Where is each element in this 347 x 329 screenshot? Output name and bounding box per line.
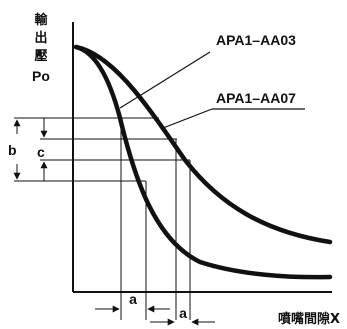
curve-apa1-aa07 (73, 44, 333, 280)
curve-label-apa1-aa07: APA1–AA07 (216, 90, 296, 106)
dimension-a1-label: a (129, 291, 137, 307)
y-axis-label-line-1: 輸 (34, 12, 48, 28)
leader-line-apa1-aa07-diag (162, 108, 213, 129)
leader-line-apa1-aa03 (119, 51, 211, 109)
y-axis-label-line-3: 壓 (34, 49, 47, 64)
y-axis-label-line-2: 出 (34, 30, 47, 46)
x-axis-label: 噴嘴間隙X (278, 311, 340, 327)
dimension-a2-label: a (179, 305, 187, 321)
dimension-c-label: c (37, 144, 45, 160)
curve-label-apa1-aa03: APA1–AA03 (216, 32, 296, 48)
y-axis-label-line-4: Po (32, 68, 50, 84)
curve-apa1-aa03 (73, 44, 333, 245)
dimension-b-label: b (8, 142, 17, 158)
